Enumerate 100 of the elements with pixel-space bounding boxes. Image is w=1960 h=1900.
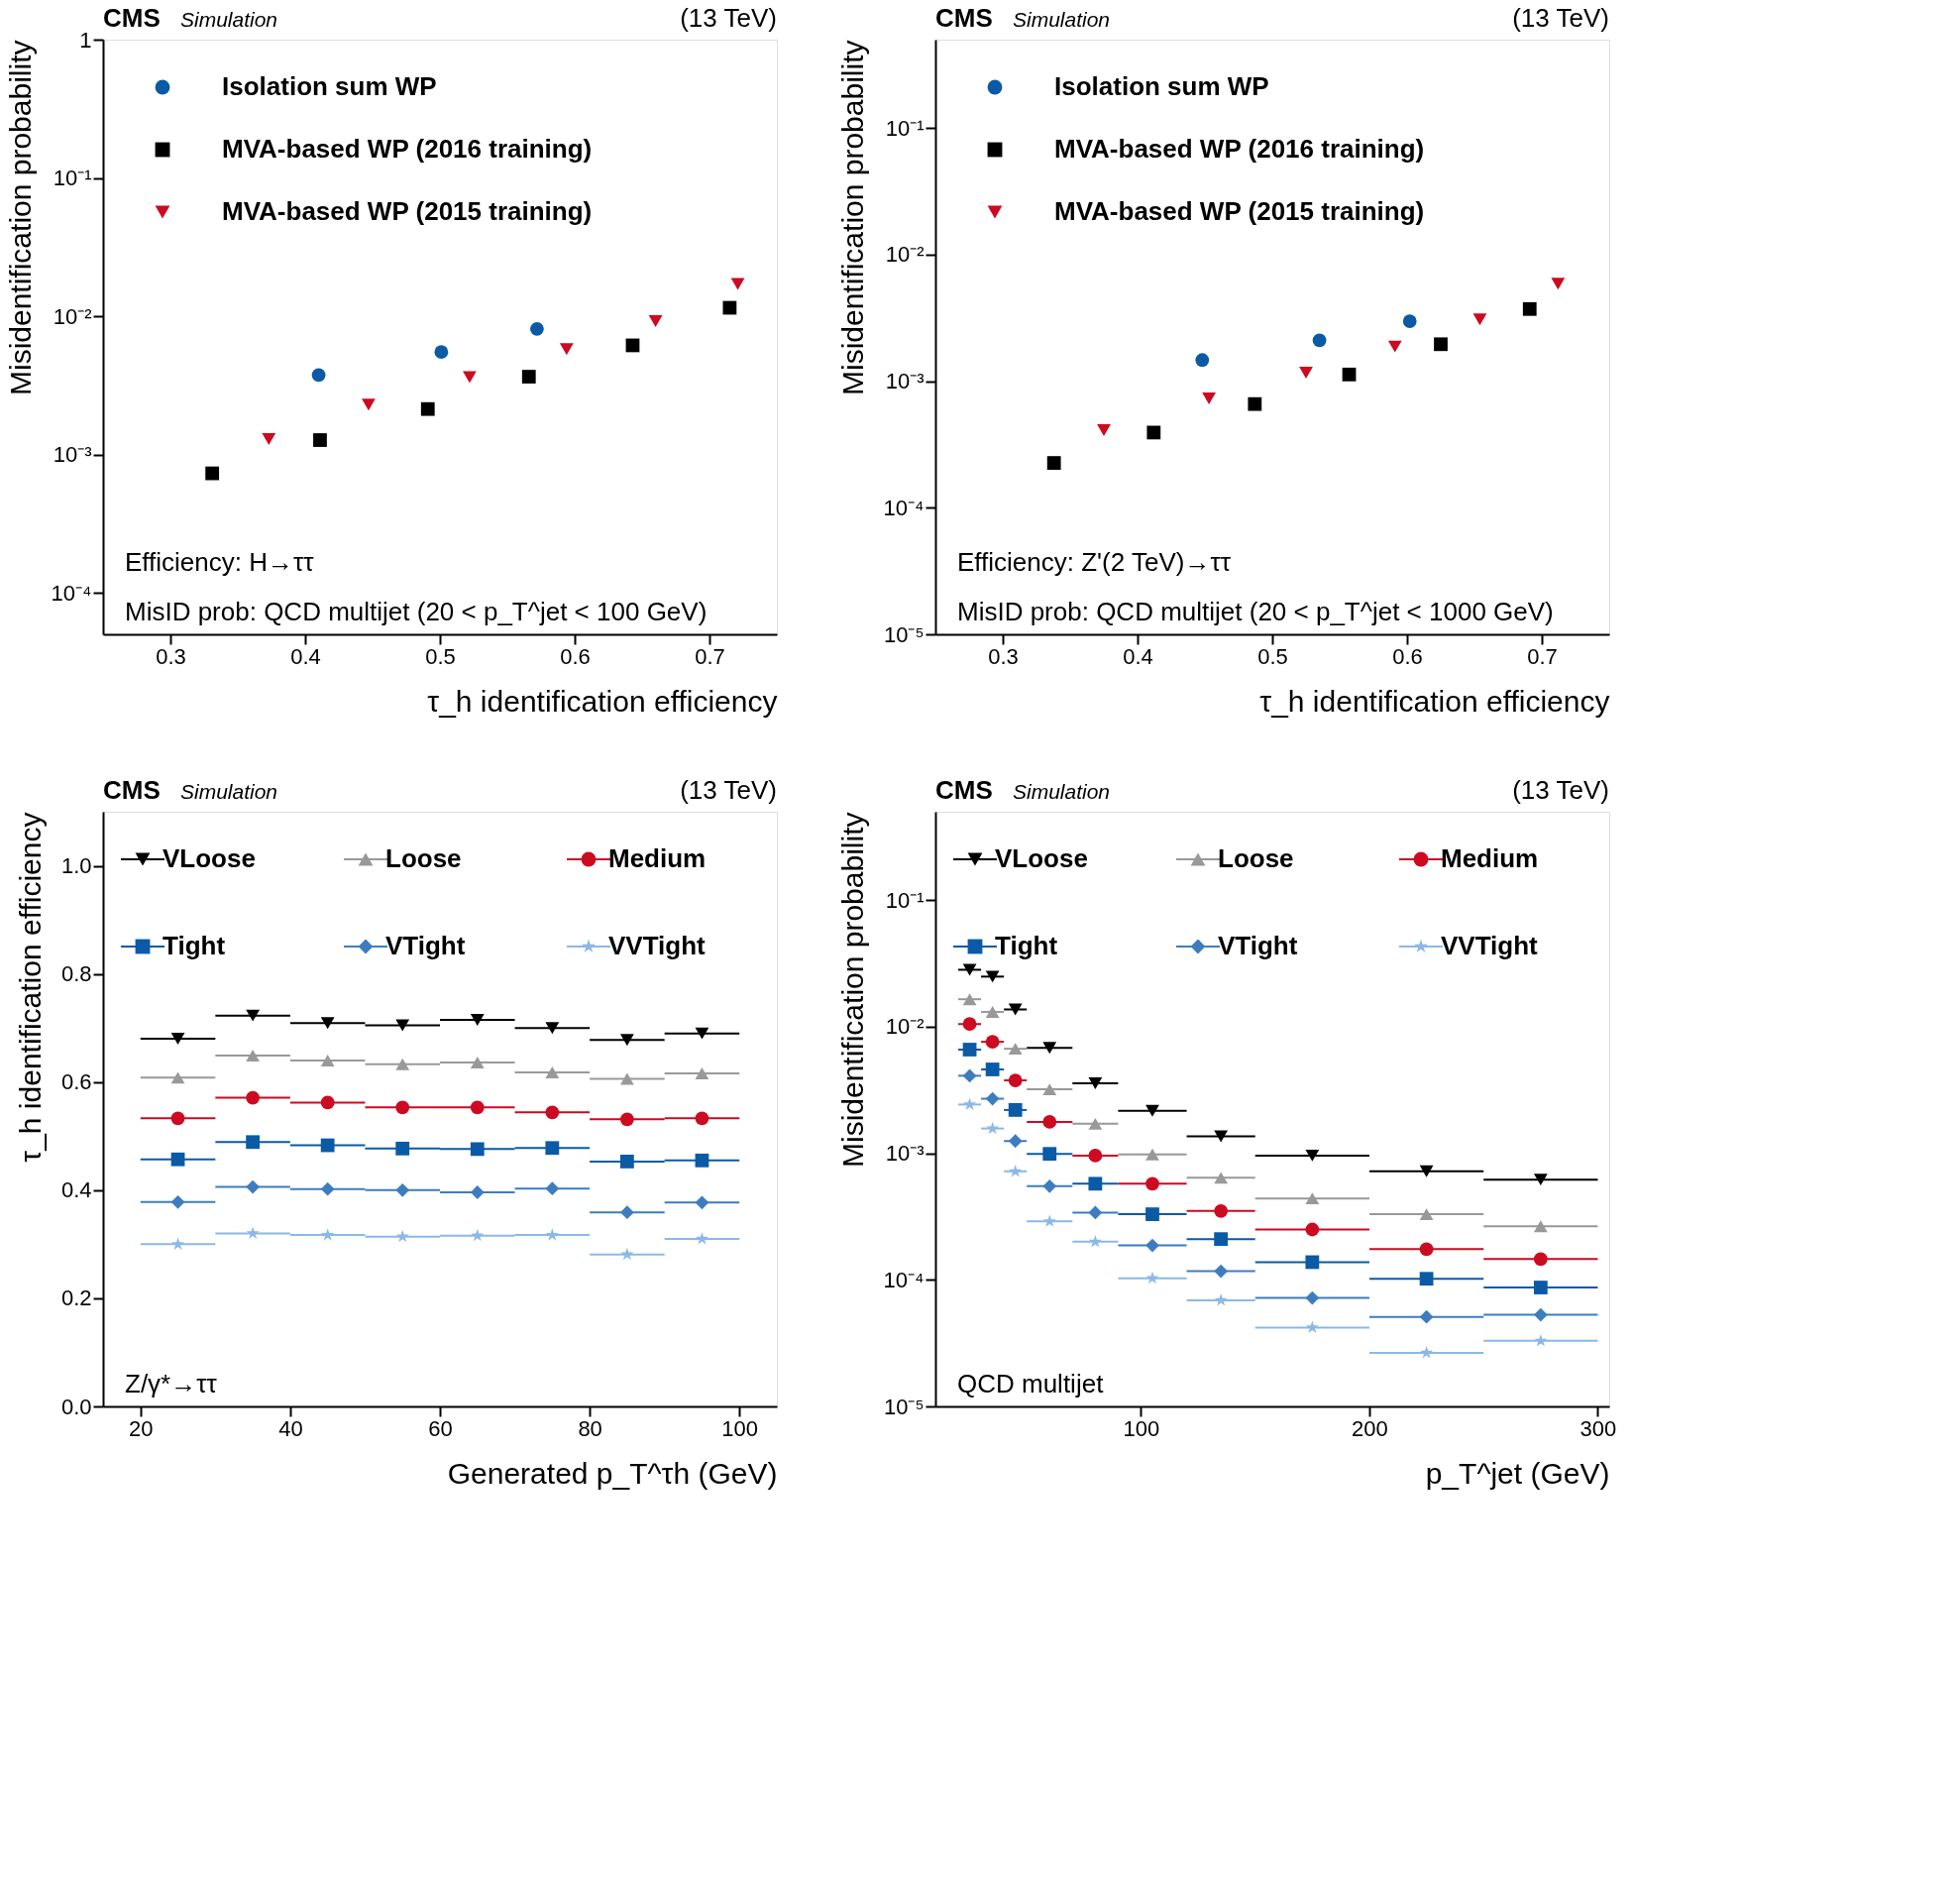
point <box>1342 367 1357 382</box>
point <box>1088 1205 1103 1220</box>
point <box>962 993 977 1006</box>
x-tick-label: 0.4 <box>1123 643 1153 669</box>
point <box>1402 314 1417 328</box>
point <box>170 1071 185 1084</box>
y-tick-label: 10⁻¹ <box>885 115 925 141</box>
point <box>1419 1309 1434 1324</box>
x-axis-title: p_T^jet (GeV) <box>1425 1456 1610 1490</box>
point <box>420 401 435 416</box>
point <box>321 1228 335 1241</box>
legend-label: Tight <box>995 931 1058 960</box>
point <box>1299 366 1313 379</box>
y-axis-title: Misidentification probability <box>835 40 869 396</box>
point <box>962 1017 977 1032</box>
point <box>320 1095 335 1110</box>
legend-label: Isolation sum WP <box>1054 71 1269 101</box>
point <box>395 1229 409 1243</box>
point <box>1088 1117 1103 1130</box>
point <box>1533 1220 1548 1233</box>
annotation: QCD multijet <box>957 1369 1105 1398</box>
y-tick-label: 0.6 <box>60 1069 92 1095</box>
point <box>695 1067 709 1079</box>
point <box>395 1141 410 1156</box>
point <box>311 368 326 383</box>
point <box>559 343 574 356</box>
point <box>1305 1290 1320 1305</box>
point <box>1214 1172 1229 1184</box>
point <box>1008 1003 1023 1016</box>
legend-label: VVTight <box>608 931 707 960</box>
point <box>1305 1192 1320 1205</box>
y-tick-label: 0.8 <box>60 961 92 987</box>
point <box>1419 1272 1434 1286</box>
point <box>1042 1178 1057 1193</box>
point <box>985 970 1000 983</box>
chart-subtitle: Simulation <box>1013 780 1111 803</box>
x-tick-label: 0.7 <box>695 643 725 669</box>
point <box>1419 1165 1434 1177</box>
point <box>320 1054 335 1066</box>
x-tick-label: 0.3 <box>988 643 1019 669</box>
chart-title: CMS <box>935 775 993 805</box>
chart-title: CMS <box>103 775 161 805</box>
point <box>1042 1042 1057 1055</box>
point <box>1145 1148 1159 1161</box>
point <box>1214 1203 1229 1218</box>
point <box>470 1185 485 1199</box>
text: (13 TeV) <box>680 775 777 805</box>
point <box>1088 1176 1103 1191</box>
legend-label: Loose <box>1218 843 1294 873</box>
point <box>471 1228 485 1242</box>
point <box>962 963 977 976</box>
point <box>545 1181 560 1196</box>
point <box>470 1014 485 1026</box>
x-axis-title: τ_h identification efficiency <box>1259 684 1610 718</box>
point <box>1533 1307 1548 1322</box>
point <box>1088 1149 1103 1163</box>
point <box>470 1100 485 1115</box>
point <box>545 1022 560 1035</box>
legend-label: MVA-based WP (2016 training) <box>1054 134 1425 164</box>
point <box>1305 1222 1320 1237</box>
point <box>1042 1147 1057 1162</box>
x-tick-label: 0.5 <box>1257 643 1288 669</box>
point <box>695 1153 709 1168</box>
text: (13 TeV) <box>1512 3 1609 33</box>
text: (13 TeV) <box>1512 775 1609 805</box>
y-tick-label: 10⁻⁴ <box>883 495 925 520</box>
point <box>313 433 327 447</box>
point <box>1533 1174 1548 1186</box>
legend-label: VVTight <box>1441 931 1539 960</box>
point <box>246 1179 260 1194</box>
point <box>1042 1214 1056 1227</box>
point <box>1008 1073 1023 1087</box>
point <box>1533 1281 1548 1294</box>
legend-label: Loose <box>385 843 462 873</box>
y-tick-label: 10⁻⁵ <box>883 621 925 647</box>
point <box>620 1112 634 1127</box>
chart-subtitle: Simulation <box>180 780 278 803</box>
x-tick-label: 100 <box>1123 1415 1160 1441</box>
legend-label: Isolation sum WP <box>222 71 437 101</box>
point <box>171 1237 185 1250</box>
point <box>246 1050 260 1062</box>
x-tick-label: 100 <box>721 1415 759 1441</box>
point <box>1420 1346 1434 1359</box>
chart-subtitle: Simulation <box>180 8 278 31</box>
point <box>695 1195 709 1210</box>
x-tick-label: 200 <box>1352 1415 1388 1441</box>
point <box>620 1205 634 1220</box>
chart-subtitle: Simulation <box>1013 8 1111 31</box>
x-tick-label: 0.5 <box>425 643 456 669</box>
point <box>963 1097 977 1110</box>
point <box>1097 424 1111 437</box>
y-axis-title: Misidentification probability <box>835 812 869 1169</box>
y-axis-title: τ_h identification efficiency <box>13 812 47 1163</box>
legend-label: MVA-based WP (2016 training) <box>222 134 593 164</box>
point <box>1145 1238 1159 1253</box>
point <box>320 1138 335 1153</box>
point <box>205 466 220 481</box>
point <box>1088 1077 1103 1090</box>
legend-label: VTight <box>385 931 466 960</box>
y-tick-label: 10⁻¹ <box>53 166 92 190</box>
